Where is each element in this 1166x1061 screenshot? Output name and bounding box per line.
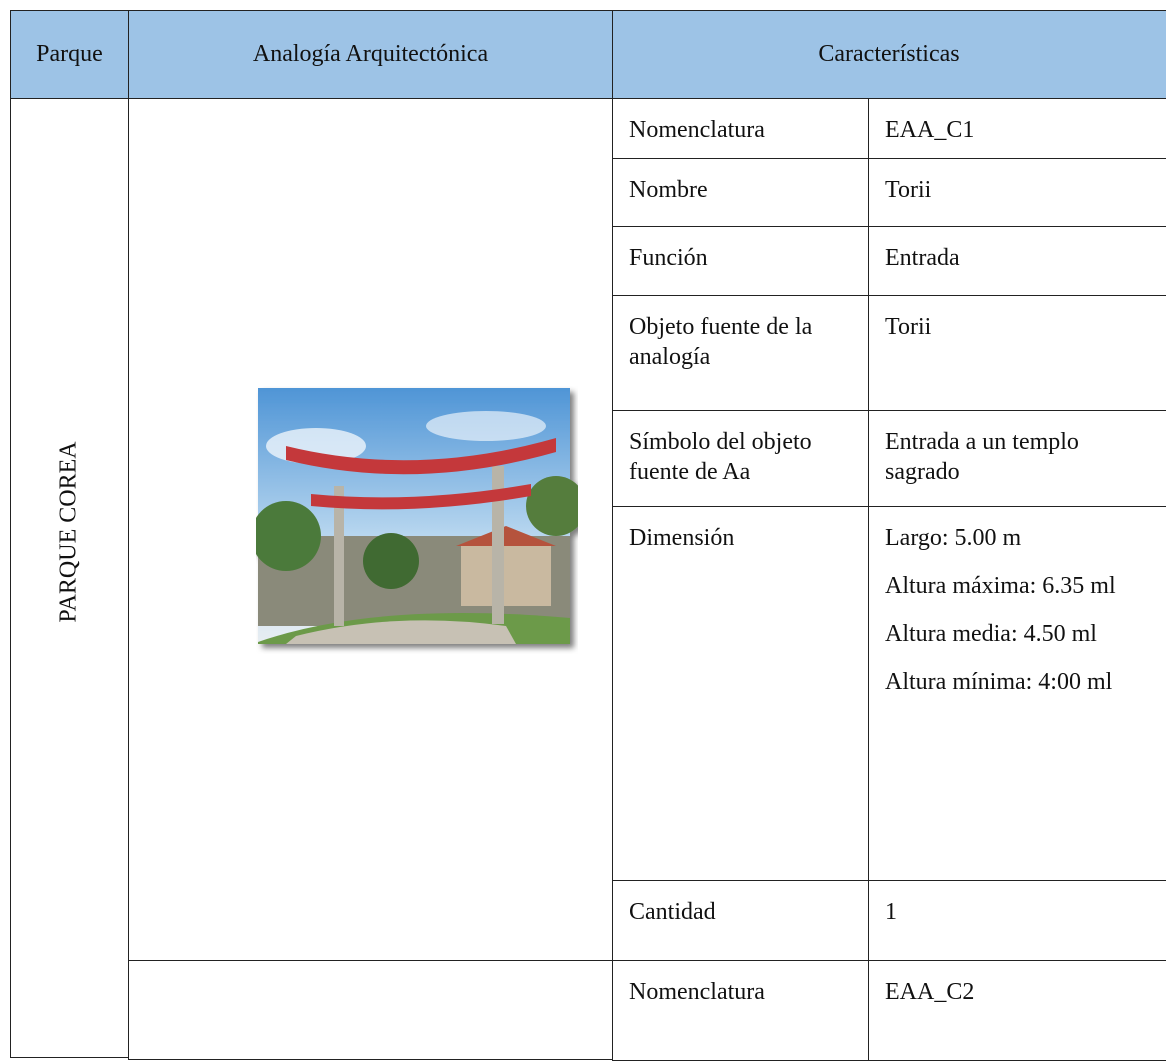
value-cell: Torii bbox=[868, 295, 1166, 411]
label-cell: Función bbox=[612, 226, 869, 296]
label-text: Función bbox=[629, 245, 708, 271]
value-text: Altura mínima: 4:00 ml bbox=[885, 669, 1113, 695]
value-text: EAA_C2 bbox=[885, 979, 975, 1005]
label-text: Cantidad bbox=[629, 899, 716, 925]
value-cell: Entrada a un templo sagrado bbox=[868, 410, 1166, 507]
value-cell: 1 bbox=[868, 880, 1166, 961]
page: Parque Analogía Arquitectónica Caracterí… bbox=[10, 10, 1166, 1061]
value-text: Entrada a un templo sagrado bbox=[885, 429, 1079, 485]
label-text: Nombre bbox=[629, 177, 708, 203]
label-text: Objeto fuente de la analogía bbox=[629, 314, 813, 370]
value-text: 1 bbox=[885, 899, 897, 925]
label-cell: Dimensión bbox=[612, 506, 869, 881]
header-text: Características bbox=[818, 41, 960, 67]
header-text: Analogía Arquitectónica bbox=[252, 41, 489, 67]
value-cell: EAA_C1 bbox=[868, 98, 1166, 159]
value-text: Altura máxima: 6.35 ml bbox=[885, 573, 1116, 599]
park-name: PARQUE COREA bbox=[55, 441, 82, 623]
value-text: Entrada bbox=[885, 245, 960, 271]
label-cell: Nomenclatura bbox=[612, 960, 869, 1061]
label-cell: Símbolo del objeto fuente de Aa bbox=[612, 410, 869, 507]
torii-photo bbox=[256, 388, 578, 644]
header-cell: Parque bbox=[10, 10, 129, 99]
value-text: EAA_C1 bbox=[885, 117, 975, 143]
value-text: Torii bbox=[885, 314, 932, 340]
value-text: Largo: 5.00 m bbox=[885, 525, 1022, 551]
label-cell: Cantidad bbox=[612, 880, 869, 961]
header-text: Parque bbox=[36, 41, 103, 67]
label-cell: Objeto fuente de la analogía bbox=[612, 295, 869, 411]
value-cell: Largo: 5.00 m Altura máxima: 6.35 ml Altur… bbox=[868, 506, 1166, 881]
header-cell: Características bbox=[612, 10, 1166, 99]
value-cell: Torii bbox=[868, 158, 1166, 227]
label-cell: Nombre bbox=[612, 158, 869, 227]
label-text: Dimensión bbox=[629, 525, 735, 551]
label-text: Nomenclatura bbox=[629, 117, 765, 143]
label-text: Símbolo del objeto fuente de Aa bbox=[629, 429, 812, 485]
header-cell: Analogía Arquitectónica bbox=[128, 10, 613, 99]
value-cell: EAA_C2 bbox=[868, 960, 1166, 1061]
value-text: Torii bbox=[885, 177, 932, 203]
value-cell: Entrada bbox=[868, 226, 1166, 296]
label-text: Nomenclatura bbox=[629, 979, 765, 1005]
image-cell bbox=[128, 960, 613, 1060]
value-text: Altura media: 4.50 ml bbox=[885, 621, 1097, 647]
label-cell: Nomenclatura bbox=[612, 98, 869, 159]
